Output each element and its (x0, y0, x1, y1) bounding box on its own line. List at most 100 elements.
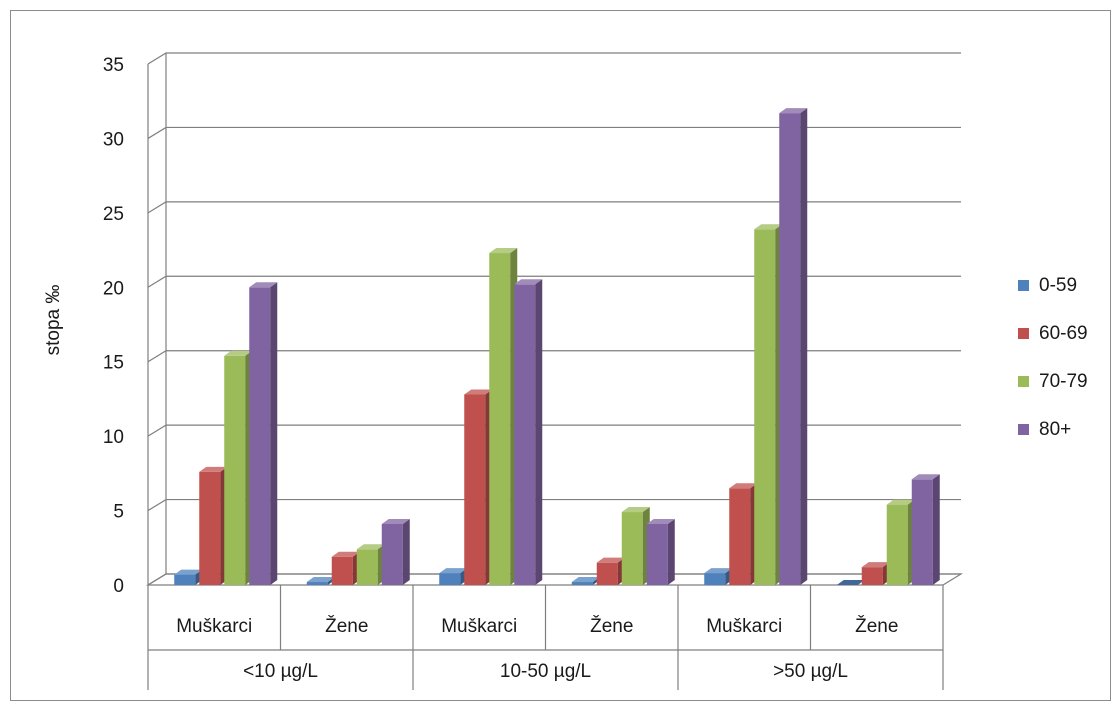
bar-side (667, 518, 675, 585)
bar (199, 466, 228, 585)
bar-front (911, 479, 933, 585)
bar-front (646, 523, 668, 585)
bar-top (356, 544, 385, 550)
bar-front (199, 471, 221, 585)
bar-top (704, 568, 733, 574)
bar-side (535, 279, 543, 585)
bar (356, 544, 385, 585)
group-label: >50 µg/L (773, 661, 848, 682)
bar-top (861, 562, 890, 568)
bar-top (464, 389, 493, 395)
bar-front (489, 253, 511, 585)
bar-top (646, 518, 675, 524)
bar-top (306, 577, 335, 583)
bar (779, 108, 808, 585)
legend: 0-59 60-69 70-79 80+ (1018, 275, 1088, 440)
legend-swatch (1018, 280, 1029, 291)
bar-top (489, 248, 518, 254)
legend-label: 80+ (1039, 419, 1071, 440)
bar-top (754, 224, 783, 230)
y-tick-label: 10 (103, 427, 124, 448)
bar-top (596, 557, 625, 563)
bar (911, 474, 940, 585)
legend-label: 70-79 (1039, 371, 1088, 392)
x-tick-label: Žene (325, 615, 368, 637)
bar-front (439, 573, 461, 585)
bar (489, 248, 518, 585)
bars (174, 108, 940, 585)
bar-front (621, 512, 643, 585)
grid (145, 52, 964, 586)
gridline (147, 52, 961, 65)
bar-top (571, 577, 600, 583)
gridline (147, 498, 961, 512)
bar-front (249, 287, 271, 585)
bar (729, 483, 758, 585)
bar-top (249, 282, 278, 288)
y-axis-label: stopa ‰ (43, 285, 64, 356)
x-tick-label: Muškarci (176, 616, 252, 637)
bar-side (270, 282, 278, 585)
bar-front (571, 582, 593, 585)
bar (596, 557, 625, 585)
bar (306, 577, 335, 585)
bar-front (224, 355, 246, 585)
bar (464, 389, 493, 585)
x-tick-label: Muškarci (441, 616, 517, 637)
y-tick-label: 30 (103, 129, 124, 150)
y-tick-label: 35 (103, 55, 124, 76)
bar (754, 224, 783, 585)
y-tick-label: 15 (103, 353, 124, 374)
bar-front (356, 549, 378, 585)
bar (836, 580, 865, 585)
bar (381, 518, 410, 585)
bar-side (402, 518, 410, 585)
x-tick-label: Žene (855, 615, 898, 637)
bar-top (729, 483, 758, 489)
bar-top (331, 551, 360, 557)
bar-front (381, 523, 403, 585)
bar-side (932, 474, 940, 585)
bar (646, 518, 675, 585)
bar (886, 499, 915, 585)
bar-front (464, 394, 486, 585)
bar-front (596, 562, 618, 585)
bar-front (861, 567, 883, 585)
bar-front (174, 574, 196, 585)
bar-top (224, 350, 253, 356)
bar (224, 350, 253, 585)
y-tick-label: 20 (103, 278, 124, 299)
bar-top (514, 279, 543, 285)
gridline (147, 201, 961, 214)
legend-swatch (1018, 424, 1029, 435)
bar-front (704, 573, 726, 585)
gridline (147, 275, 961, 288)
y-tick-label: 5 (113, 502, 124, 523)
bar-top (621, 507, 650, 513)
bar (861, 562, 890, 585)
bar-top (439, 568, 468, 574)
bar (621, 507, 650, 585)
bar-top (779, 108, 808, 114)
bar-front (886, 504, 908, 585)
bar (514, 279, 543, 585)
bar-top (886, 499, 915, 505)
bar (249, 282, 278, 585)
bar-top (836, 580, 865, 585)
y-tick-label: 25 (103, 204, 124, 225)
x-tick-label: Muškarci (706, 616, 782, 637)
gridline (147, 573, 961, 586)
bar (704, 568, 733, 585)
bar-side (800, 108, 808, 585)
chart-frame (10, 10, 1111, 701)
bar-front (729, 488, 751, 585)
bar-top (174, 569, 203, 575)
bar-front (779, 113, 801, 585)
bar-top (381, 518, 410, 524)
y-tick-label: 0 (113, 576, 124, 597)
axes: 0 5 10 15 20 25 30 35 Muškarci Žene Muškarci Žene Mu… (103, 55, 944, 690)
gridline (147, 126, 961, 139)
bar-top (199, 466, 228, 472)
legend-label: 0-59 (1039, 275, 1077, 296)
